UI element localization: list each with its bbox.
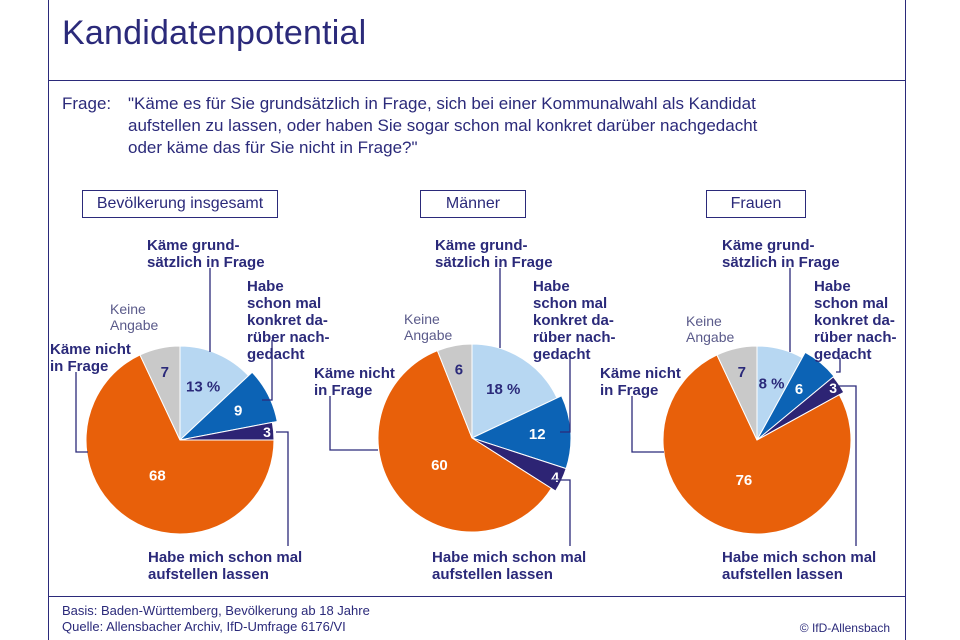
slice-kaeme-nicht xyxy=(85,354,275,535)
callout-keine-angabe: Keine xyxy=(404,311,440,327)
panel-title-frauen: Frauen xyxy=(706,190,806,218)
slice-kaeme-nicht xyxy=(377,349,553,533)
slice-habe-aufstellen xyxy=(756,376,845,441)
callout-leader-line xyxy=(329,396,378,451)
callout-habe-nachgedacht: konkret da- xyxy=(814,312,895,329)
callout-kaeme-grundsaetzlich: sätzlich in Frage xyxy=(435,254,553,271)
callout-habe-nachgedacht: rüber nach- xyxy=(533,329,616,346)
slide-frame xyxy=(48,0,906,640)
footer-basis: Basis: Baden-Württemberg, Bevölkerung ab… xyxy=(62,603,370,618)
callout-habe-aufstellen: Habe mich schon mal xyxy=(722,549,876,566)
callout-habe-aufstellen: aufstellen lassen xyxy=(722,566,843,583)
page-title: Kandidatenpotential xyxy=(62,14,367,52)
callout-habe-nachgedacht: Habe xyxy=(533,278,570,295)
question-prefix: Frage: xyxy=(62,94,112,113)
callout-kaeme-grundsaetzlich: Käme grund- xyxy=(147,237,240,254)
callout-leader-line xyxy=(631,396,664,453)
question-line: oder käme das für Sie nicht in Frage?" xyxy=(128,138,418,157)
slice-value-label: 76 xyxy=(736,472,753,489)
question-line: "Käme es für Sie grundsätzlich in Frage,… xyxy=(128,94,756,113)
slice-kaeme-grundsaetzlich xyxy=(179,345,250,442)
title-divider xyxy=(48,80,906,81)
slice-value-label: 6 xyxy=(795,381,803,398)
callout-leader-line xyxy=(560,355,571,433)
callout-habe-nachgedacht: rüber nach- xyxy=(814,329,897,346)
callout-habe-aufstellen: aufstellen lassen xyxy=(148,566,269,583)
callout-habe-nachgedacht: gedacht xyxy=(247,346,305,363)
callout-kaeme-nicht: Käme nicht xyxy=(314,365,395,382)
slice-habe-nachgedacht xyxy=(470,395,572,470)
callout-habe-nachgedacht: schon mal xyxy=(247,295,321,312)
slice-kaeme-grundsaetzlich xyxy=(471,343,558,439)
question-line: aufstellen zu lassen, oder haben Sie sog… xyxy=(128,116,758,135)
slice-value-label: 60 xyxy=(431,457,448,474)
callout-keine-angabe: Angabe xyxy=(686,329,734,345)
slice-value-label: 13 % xyxy=(186,379,220,396)
callout-keine-angabe: Keine xyxy=(686,313,722,329)
callout-kaeme-grundsaetzlich: sätzlich in Frage xyxy=(147,254,265,271)
slice-value-label: 8 % xyxy=(759,376,785,393)
slice-value-label: 3 xyxy=(829,380,837,396)
callout-kaeme-nicht: in Frage xyxy=(50,358,108,375)
footer-divider xyxy=(48,596,906,597)
slice-habe-nachgedacht xyxy=(178,371,278,441)
question-text: "Käme es für Sie grundsätzlich in Frage,… xyxy=(128,93,888,159)
callout-keine-angabe: Angabe xyxy=(110,317,158,333)
slice-value-label: 68 xyxy=(149,468,166,485)
slice-habe-nachgedacht xyxy=(756,351,835,441)
callout-habe-nachgedacht: schon mal xyxy=(814,295,888,312)
callout-leader-line xyxy=(836,358,841,373)
slice-keine-angabe xyxy=(436,343,473,439)
slice-value-label: 18 % xyxy=(486,381,520,398)
callout-habe-nachgedacht: Habe xyxy=(814,278,851,295)
slice-value-label: 3 xyxy=(263,424,271,440)
callout-keine-angabe: Angabe xyxy=(404,327,452,343)
copyright: © IfD-Allensbach xyxy=(799,621,890,635)
slice-value-label: 6 xyxy=(455,362,463,379)
callout-kaeme-grundsaetzlich: sätzlich in Frage xyxy=(722,254,840,271)
callout-habe-nachgedacht: gedacht xyxy=(814,346,872,363)
slice-keine-angabe xyxy=(716,345,758,441)
callout-habe-nachgedacht: gedacht xyxy=(533,346,591,363)
callout-leader-line xyxy=(262,340,273,401)
footer-quelle: Quelle: Allensbacher Archiv, IfD-Umfrage… xyxy=(62,619,346,634)
callout-kaeme-nicht: in Frage xyxy=(600,382,658,399)
panel-title-bevoelkerung: Bevölkerung insgesamt xyxy=(82,190,278,218)
callout-habe-nachgedacht: rüber nach- xyxy=(247,329,330,346)
callout-kaeme-nicht: Käme nicht xyxy=(50,341,131,358)
callout-habe-nachgedacht: konkret da- xyxy=(533,312,614,329)
callout-keine-angabe: Keine xyxy=(110,301,146,317)
slice-value-label: 9 xyxy=(234,402,242,419)
panel-title-maenner: Männer xyxy=(420,190,526,218)
slice-value-label: 7 xyxy=(738,364,746,381)
callout-leader-line xyxy=(75,372,88,453)
callout-kaeme-nicht: Käme nicht xyxy=(600,365,681,382)
slice-value-label: 12 xyxy=(529,426,546,443)
callout-leader-line xyxy=(836,385,857,546)
callout-habe-nachgedacht: Habe xyxy=(247,278,284,295)
footer-notes: Basis: Baden-Württemberg, Bevölkerung ab… xyxy=(62,603,370,635)
callout-kaeme-grundsaetzlich: Käme grund- xyxy=(435,237,528,254)
slice-value-label: 4 xyxy=(551,469,559,485)
slice-value-label: 7 xyxy=(161,364,169,381)
slice-keine-angabe xyxy=(139,345,181,441)
callout-habe-aufstellen: aufstellen lassen xyxy=(432,566,553,583)
slice-kaeme-nicht xyxy=(662,354,852,535)
callout-habe-aufstellen: Habe mich schon mal xyxy=(148,549,302,566)
callout-habe-nachgedacht: schon mal xyxy=(533,295,607,312)
callout-leader-line xyxy=(276,431,289,546)
callout-habe-nachgedacht: konkret da- xyxy=(247,312,328,329)
callout-kaeme-grundsaetzlich: Käme grund- xyxy=(722,237,815,254)
callout-habe-aufstellen: Habe mich schon mal xyxy=(432,549,586,566)
callout-kaeme-nicht: in Frage xyxy=(314,382,372,399)
callout-leader-line xyxy=(552,479,571,546)
